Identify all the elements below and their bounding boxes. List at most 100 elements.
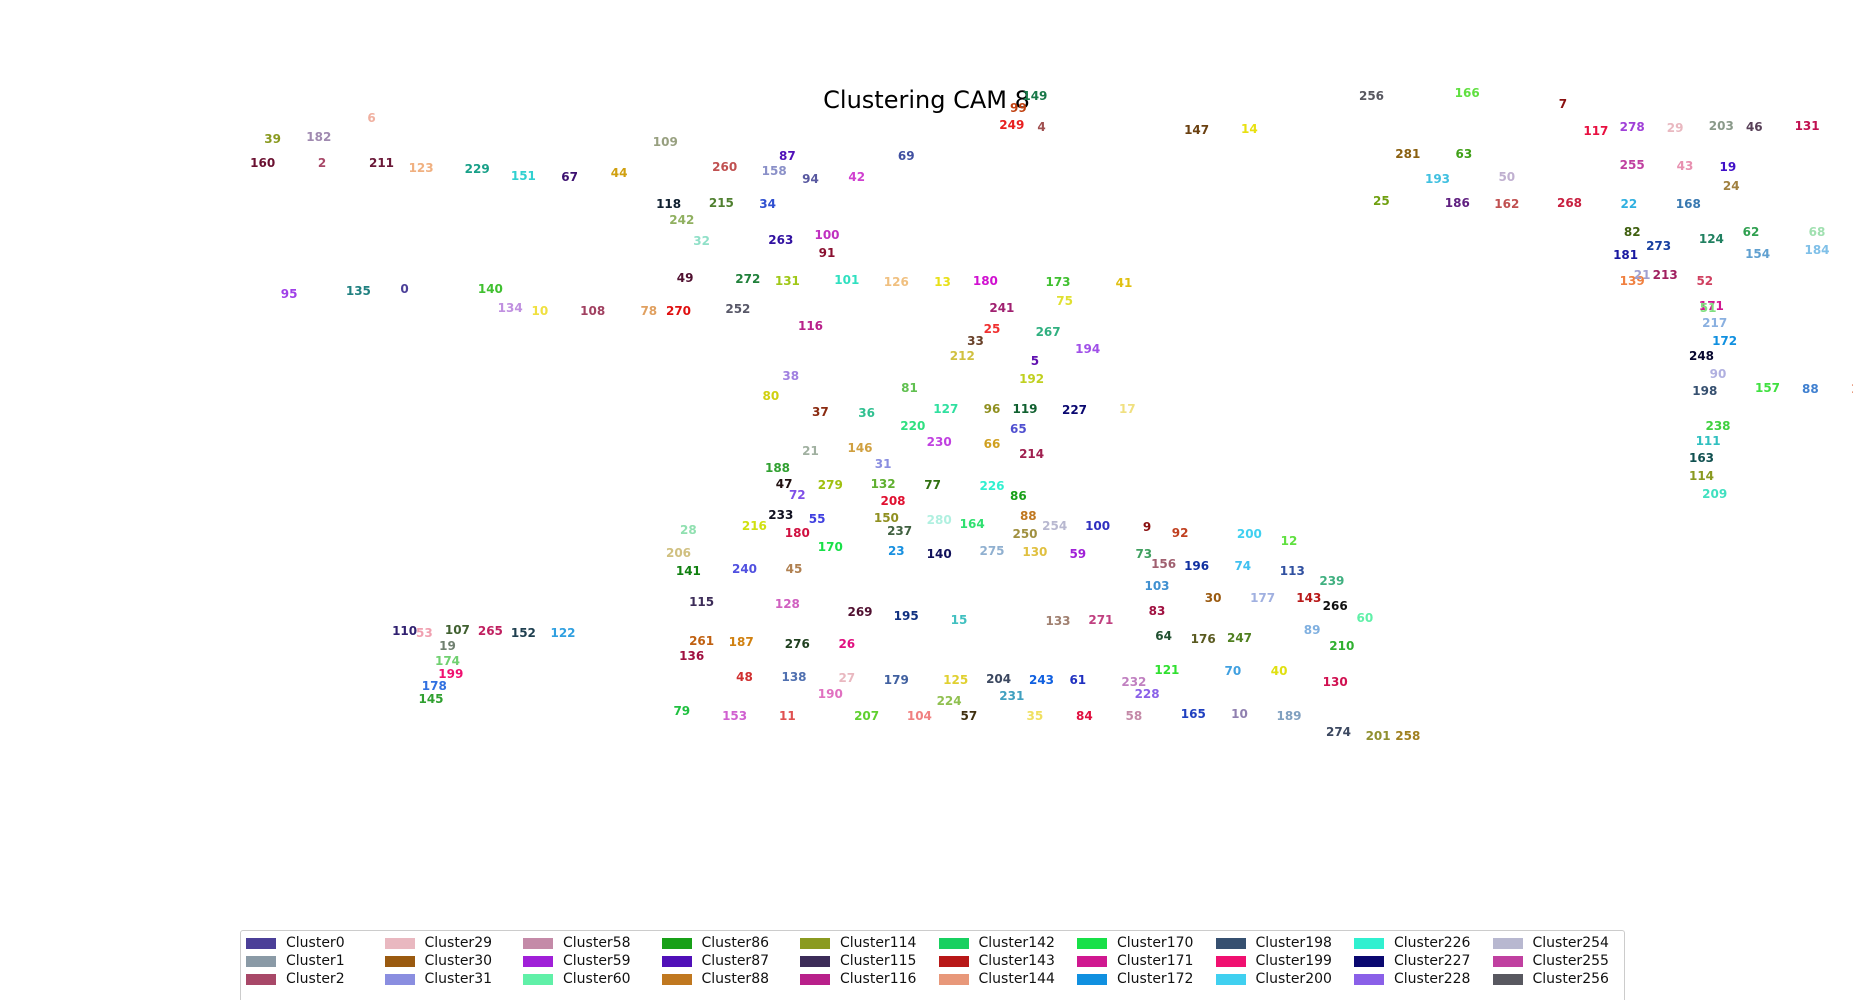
point-label: 32: [693, 234, 710, 248]
point-label: 40: [1271, 664, 1288, 678]
legend-label: Cluster142: [978, 935, 1055, 951]
point-label: 63: [1456, 147, 1473, 161]
point-label: 198: [1692, 384, 1717, 398]
point-label: 170: [818, 540, 843, 554]
point-label: 157: [1755, 381, 1780, 395]
point-label: 192: [1019, 372, 1044, 386]
point-label: 162: [1494, 197, 1519, 211]
point-label: 23: [888, 544, 905, 558]
legend-swatch: [523, 955, 553, 967]
point-label: 127: [933, 402, 958, 416]
point-label: 252: [725, 302, 750, 316]
point-label: 196: [1184, 559, 1209, 573]
point-label: 149: [1022, 89, 1047, 103]
point-label: 151: [511, 169, 536, 183]
point-label: 146: [847, 441, 872, 455]
legend-label: Cluster1: [286, 953, 345, 969]
point-label: 83: [1149, 604, 1166, 618]
point-label: 209: [1702, 487, 1727, 501]
point-label: 28: [680, 523, 697, 537]
point-label: 208: [880, 494, 905, 508]
legend-label: Cluster31: [424, 971, 493, 987]
legend-entry: Cluster1: [246, 951, 345, 971]
point-label: 61: [1069, 673, 1086, 687]
point-label: 240: [732, 562, 757, 576]
point-label: 181: [1613, 248, 1638, 262]
point-label: 80: [763, 389, 780, 403]
point-label: 21: [1634, 268, 1651, 282]
point-label: 73: [1135, 547, 1152, 561]
point-label: 189: [1276, 709, 1301, 723]
legend-label: Cluster30: [424, 953, 493, 969]
point-label: 194: [1075, 342, 1100, 356]
point-label: 147: [1184, 123, 1209, 137]
legend-swatch: [384, 973, 415, 985]
legend-entry: Cluster198: [1215, 933, 1332, 953]
point-label: 25: [984, 322, 1001, 336]
point-label: 31: [875, 457, 892, 471]
point-label: 0: [400, 282, 408, 296]
point-label: 38: [782, 369, 799, 383]
point-label: 180: [973, 274, 998, 288]
point-label: 200: [1237, 527, 1262, 541]
point-label: 10: [532, 304, 549, 318]
point-label: 260: [712, 160, 737, 174]
point-label: 275: [979, 544, 1004, 558]
point-label: 229: [465, 162, 490, 176]
legend-swatch: [384, 955, 415, 967]
legend-swatch: [1354, 955, 1384, 967]
point-label: 211: [369, 156, 394, 170]
point-label: 116: [798, 319, 823, 333]
point-label: 212: [950, 349, 975, 363]
legend-entry: Cluster88: [661, 969, 770, 989]
point-label: 154: [1745, 247, 1770, 261]
point-label: 174: [435, 654, 460, 668]
point-label: 53: [416, 626, 433, 640]
legend-swatch: [800, 937, 830, 949]
point-label: 269: [847, 605, 872, 619]
legend-swatch: [661, 973, 692, 985]
point-label: 86: [1010, 489, 1027, 503]
point-label: 232: [1121, 675, 1146, 689]
point-label: 263: [768, 233, 793, 247]
legend-label: Cluster198: [1255, 935, 1332, 951]
point-label: 280: [927, 513, 952, 527]
legend-label: Cluster88: [701, 971, 770, 987]
legend-label: Cluster60: [563, 971, 631, 987]
legend-swatch: [938, 973, 969, 985]
point-label: 11: [779, 709, 796, 723]
point-label: 58: [1126, 709, 1143, 723]
point-label: 144: [1851, 382, 1853, 396]
point-label: 173: [1045, 275, 1070, 289]
legend-label: Cluster144: [978, 971, 1055, 987]
point-label: 216: [742, 519, 767, 533]
point-label: 33: [967, 334, 984, 348]
point-label: 224: [937, 694, 962, 708]
legend-entry: Cluster143: [938, 951, 1055, 971]
point-label: 88: [1020, 509, 1037, 523]
point-label: 109: [653, 135, 678, 149]
point-label: 52: [1696, 274, 1713, 288]
point-label: 67: [561, 170, 578, 184]
point-label: 9: [1143, 520, 1151, 534]
point-label: 203: [1709, 119, 1734, 133]
legend-swatch: [1492, 955, 1523, 967]
legend-label: Cluster2: [286, 971, 345, 987]
point-label: 125: [943, 673, 968, 687]
point-label: 35: [1027, 709, 1044, 723]
points-layer: 1499924941471425616671172782920346131128…: [250, 86, 1853, 743]
point-label: 37: [812, 405, 829, 419]
legend-entry: Cluster170: [1077, 933, 1193, 953]
legend-label: Cluster58: [563, 935, 631, 951]
point-label: 49: [677, 271, 694, 285]
legend-label: Cluster87: [701, 953, 770, 969]
point-label: 231: [999, 689, 1024, 703]
legend-entry: Cluster200: [1215, 969, 1332, 989]
point-label: 178: [422, 679, 447, 693]
point-label: 243: [1029, 673, 1054, 687]
point-label: 132: [871, 477, 896, 491]
point-label: 72: [789, 488, 806, 502]
point-label: 14: [1241, 122, 1258, 136]
point-label: 122: [550, 626, 575, 640]
point-label: 65: [1010, 422, 1027, 436]
